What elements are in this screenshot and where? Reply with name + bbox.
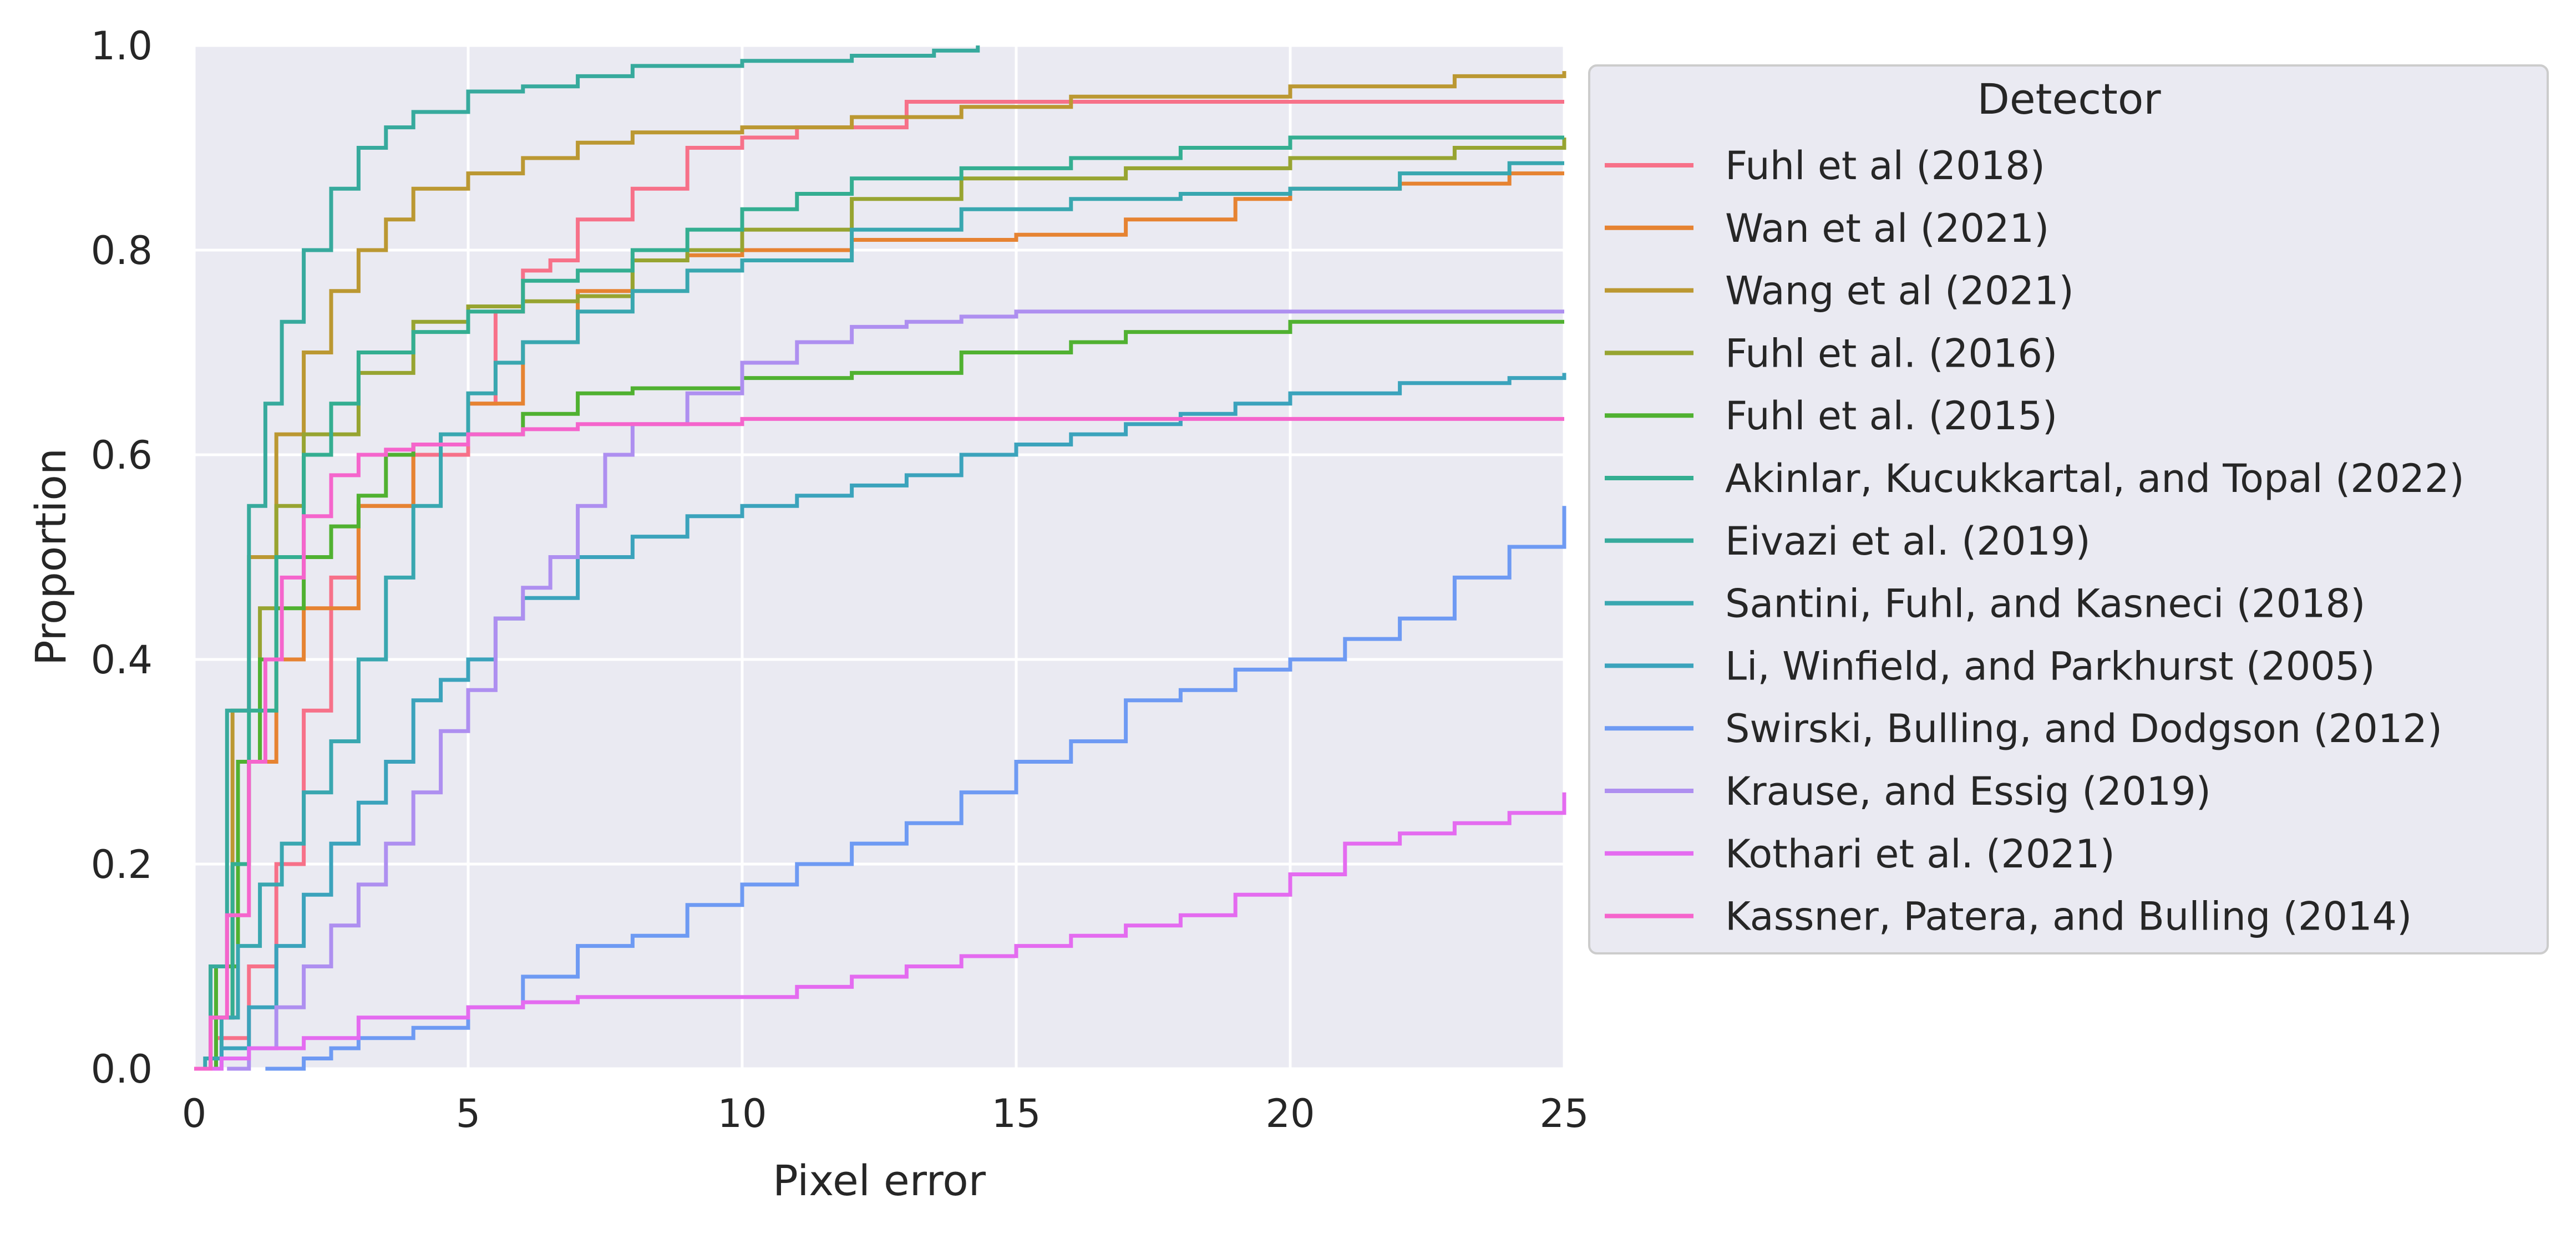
series-line-8	[194, 161, 1564, 1071]
legend-label: Fuhl et al. (2016)	[1725, 331, 2057, 376]
y-tick-label: 0.6	[91, 433, 153, 478]
legend: Detector Fuhl et al (2018) Wan et al (202…	[1588, 64, 2549, 954]
legend-label: Akinlar, Kucukkartal, and Topal (2022)	[1725, 456, 2465, 501]
series-line-10	[265, 506, 1566, 1071]
legend-label: Krause, and Essig (2019)	[1725, 769, 2211, 814]
legend-label: Santini, Fuhl, and Kasneci (2018)	[1725, 581, 2365, 627]
series-line-11	[227, 309, 1564, 1071]
x-tick-label: 10	[717, 1091, 767, 1136]
legend-label: Eivazi et al. (2019)	[1725, 519, 2091, 564]
x-tick-label: 5	[456, 1091, 481, 1136]
y-tick-label: 1.0	[91, 23, 153, 69]
series-line-9	[194, 373, 1566, 1071]
series-line-1	[194, 100, 1564, 1071]
y-tick-label: 0.8	[91, 228, 153, 273]
x-tick-label: 20	[1265, 1091, 1315, 1136]
series-line-4	[194, 138, 1566, 1071]
x-tick-label: 15	[991, 1091, 1041, 1136]
x-tick-labels: 0 5 10 15 20 25	[182, 1091, 1589, 1136]
series-line-6	[194, 135, 1564, 1071]
series-line-12	[194, 792, 1566, 1071]
legend-label: Fuhl et al (2018)	[1725, 143, 2045, 189]
y-tick-labels: 0.0 0.2 0.4 0.6 0.8 1.0	[91, 23, 153, 1092]
legend-label: Swirski, Bulling, and Dodgson (2012)	[1725, 706, 2442, 751]
legend-label: Wang et al (2021)	[1725, 268, 2074, 314]
y-tick-label: 0.2	[91, 842, 153, 887]
y-tick-label: 0.4	[91, 637, 153, 683]
legend-items: Fuhl et al (2018) Wan et al (2021) Wang et…	[1605, 143, 2465, 940]
series-line-7	[194, 45, 980, 1071]
legend-label: Kassner, Patera, and Bulling (2014)	[1725, 894, 2412, 940]
series-lines	[194, 45, 1566, 1071]
x-tick-label: 0	[182, 1091, 207, 1136]
plot-background	[194, 45, 1564, 1069]
series-line-2	[194, 171, 1564, 1071]
legend-box	[1588, 64, 2549, 954]
y-axis-title: Proportion	[26, 448, 75, 666]
legend-label: Li, Winfield, and Parkhurst (2005)	[1725, 643, 2375, 689]
legend-title: Detector	[1977, 74, 2161, 124]
series-line-13	[194, 417, 1564, 1071]
legend-label: Fuhl et al. (2015)	[1725, 393, 2057, 439]
legend-label: Wan et al (2021)	[1725, 206, 2049, 251]
legend-label: Kothari et al. (2021)	[1725, 831, 2115, 877]
x-axis-title: Pixel error	[773, 1156, 986, 1205]
x-tick-label: 25	[1539, 1091, 1589, 1136]
y-tick-label: 0.0	[91, 1047, 153, 1092]
series-line-3	[194, 71, 1566, 1071]
